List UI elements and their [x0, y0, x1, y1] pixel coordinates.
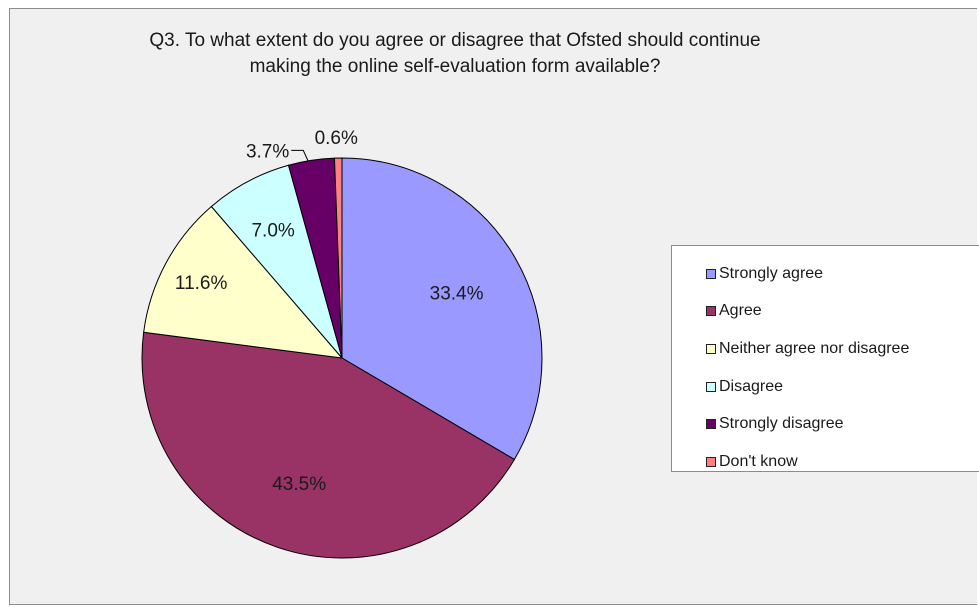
legend-swatch-agree [706, 306, 716, 317]
legend-swatch-neither [706, 343, 716, 354]
legend-swatch-strongly-agree [706, 268, 716, 279]
legend-label: Don't know [719, 452, 798, 470]
legend-label: Disagree [719, 377, 784, 395]
data-label-agree: 43.5% [272, 474, 326, 495]
legend-swatch-strongly-disagree [706, 419, 716, 430]
data-label-strongly-agree: 33.4% [430, 283, 484, 304]
legend-item-strongly-agree: Strongly agree [672, 255, 979, 293]
legend-item-agree: Agree [672, 293, 979, 331]
legend-label: Agree [719, 302, 762, 320]
pie-slice-strongly-agree [341, 157, 543, 461]
chart-title: Q3. To what extent do you agree or disag… [70, 28, 840, 80]
legend-swatch-disagree [706, 381, 716, 392]
data-label-disagree: 7.0% [251, 220, 294, 241]
pie-slice-agree [141, 331, 516, 559]
data-label-strongly-disagree: 3.7% [246, 141, 289, 162]
legend-swatch-dont-know [706, 456, 716, 467]
data-label-dont-know: 0.6% [315, 128, 358, 149]
legend-item-strongly-disagree: Strongly disagree [672, 405, 979, 443]
data-label-neither: 11.6% [175, 273, 228, 294]
legend-item-neither: Neither agree nor disagree [672, 330, 979, 368]
legend-label: Neither agree nor disagree [719, 339, 910, 357]
chart-title-line-2: making the online self-evaluation form a… [249, 56, 661, 77]
legend-item-disagree: Disagree [672, 368, 979, 406]
pie-slice-neither [143, 205, 344, 359]
legend: Strongly agree Agree Neither agree nor d… [671, 245, 979, 472]
leader-line-strongly-disagree [291, 149, 309, 162]
legend-label: Strongly agree [719, 264, 824, 282]
legend-item-dont-know: Don't know [672, 443, 979, 481]
chart-title-line-1: Q3. To what extent do you agree or disag… [149, 30, 761, 51]
pie-slice-dont-know [333, 157, 343, 359]
legend-label: Strongly disagree [719, 415, 844, 433]
